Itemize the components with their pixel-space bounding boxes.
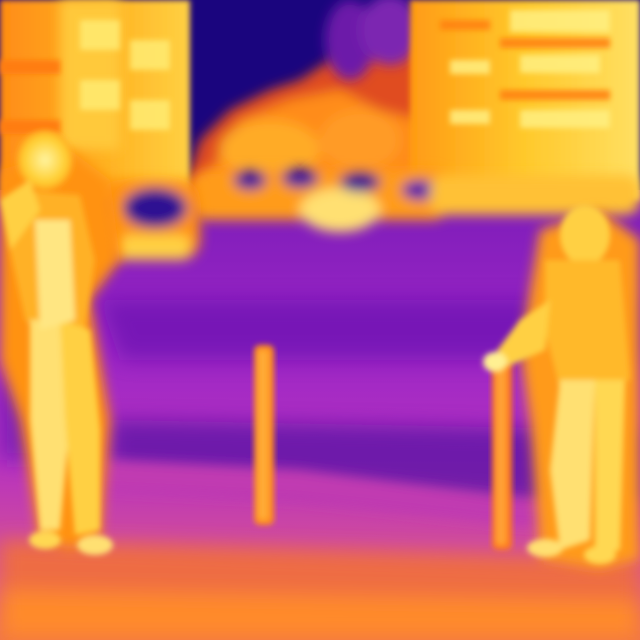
person-left xyxy=(0,130,120,555)
tree-silhouette xyxy=(325,0,420,80)
bollard-right xyxy=(492,360,512,550)
bollard-center xyxy=(254,345,274,525)
sidewalk-warm xyxy=(0,540,640,640)
car-left xyxy=(100,180,200,260)
parked-cars xyxy=(190,168,640,232)
building-right xyxy=(410,0,640,200)
person-right xyxy=(483,205,640,570)
